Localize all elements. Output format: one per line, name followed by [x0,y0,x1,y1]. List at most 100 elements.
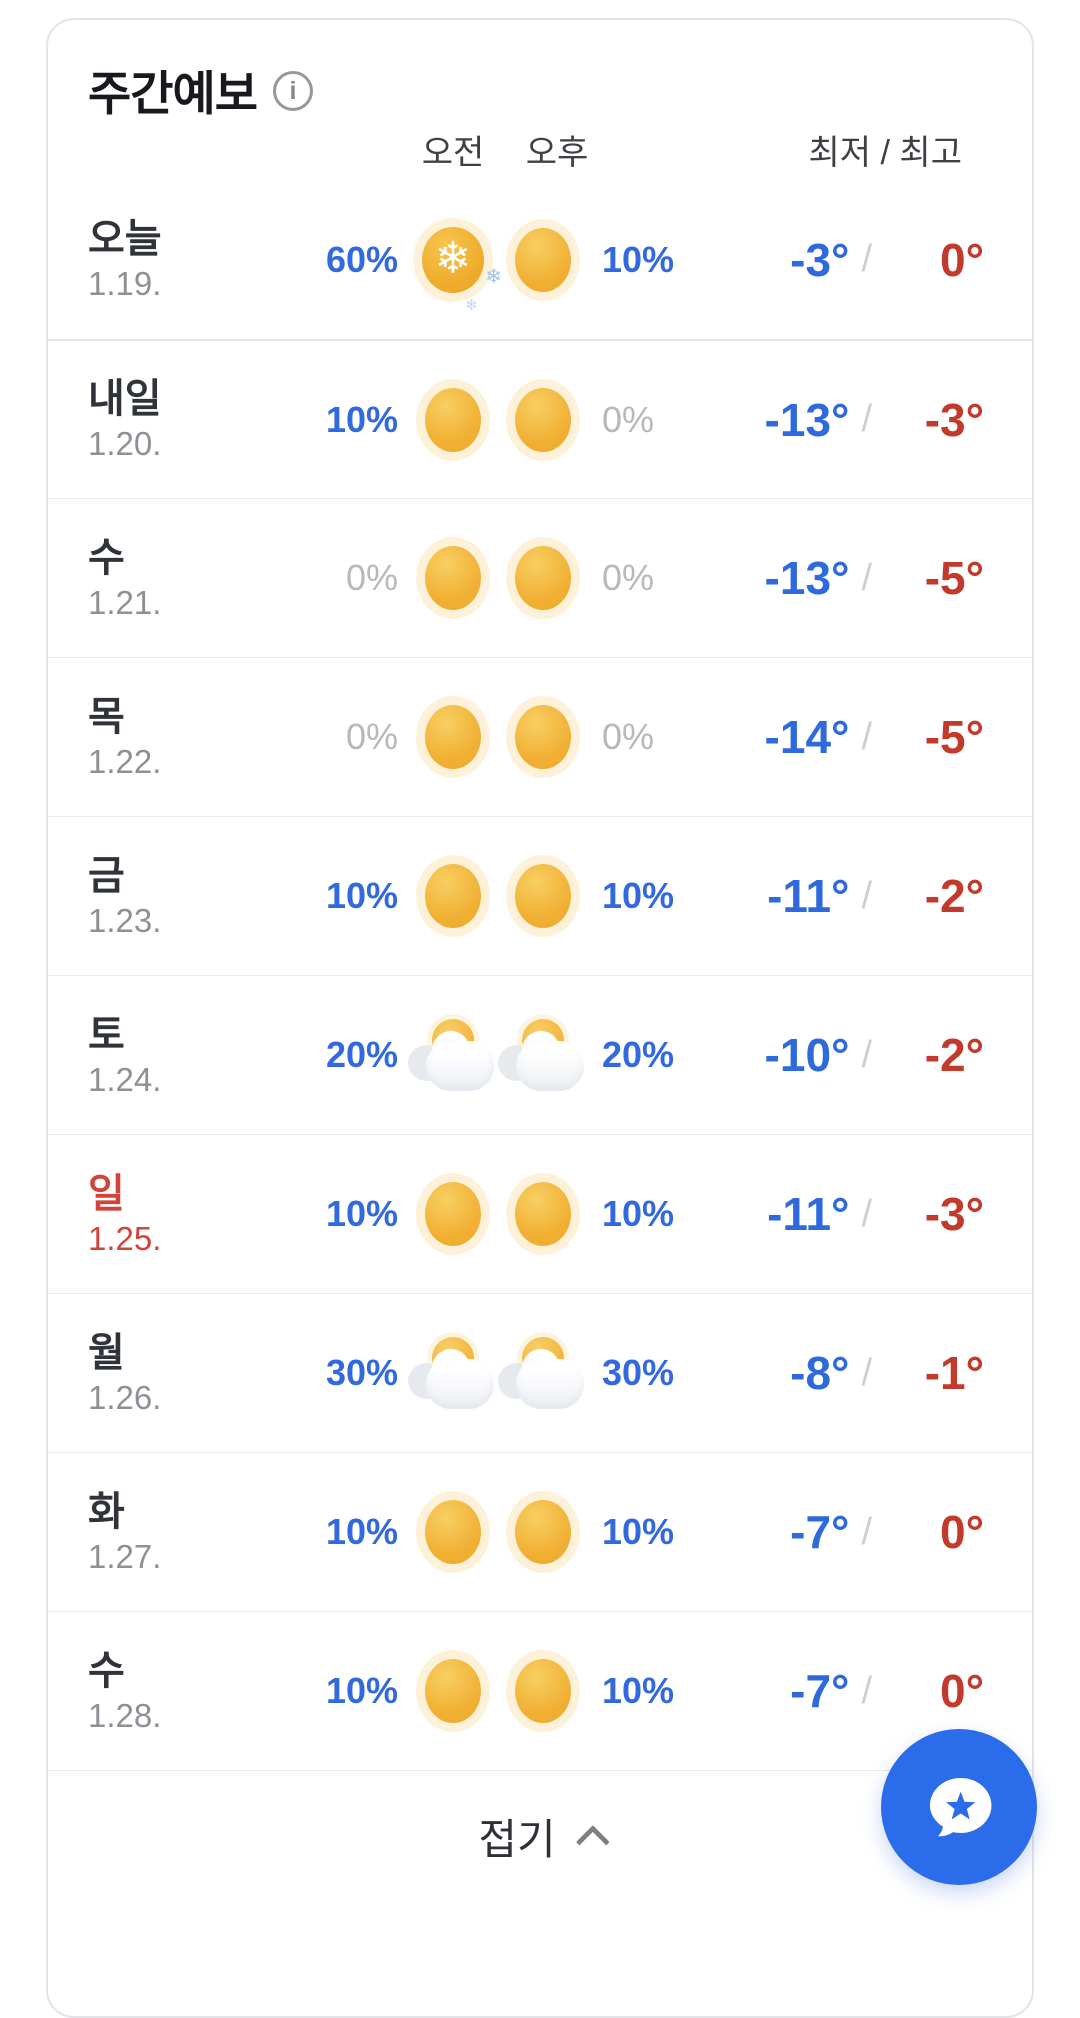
forecast-row[interactable]: 목 1.22. 0% 0% -14° / -5° [48,657,1032,816]
am-precip-percent: 10% [325,1511,398,1552]
am-icon-cell [408,546,498,610]
temp-separator: / [861,238,872,280]
am-icon-cell [408,705,498,769]
forecast-row[interactable]: 토 1.24. 20% 20% -10° / -2° [48,975,1032,1134]
pm-precip-percent: 0% [602,716,655,757]
pm-icon-cell [498,1017,588,1093]
temps-cell: -3° / 0° [721,233,984,287]
day-cell: 목 1.22. [88,697,268,778]
pm-icon-cell [498,1500,588,1564]
sun-icon [515,1182,571,1246]
cloud-front-part [516,1041,584,1091]
day-cell: 화 1.27. [88,1492,268,1573]
sun-icon [515,864,571,928]
cloud-front-part [426,1041,494,1091]
day-cell: 월 1.26. [88,1333,268,1414]
max-temp: -3° [924,393,984,446]
info-icon[interactable]: i [272,71,313,111]
day-cell: 내일 1.20. [88,379,268,460]
day-label: 토 [88,1012,125,1057]
sun-behind-cloud-icon [498,1017,588,1093]
day-date: 1.21. [88,583,162,621]
forecast-row[interactable]: 일 1.25. 10% 10% -11° / -3° [48,1134,1032,1293]
pm-precip-percent: 10% [602,875,675,916]
temps-cell: -11° / -2° [721,869,984,923]
am-precip-percent: 10% [325,1193,398,1234]
temp-separator: / [861,398,872,440]
max-temp: -1° [924,1347,984,1399]
chevron-up-icon [575,1824,610,1859]
temps-cell: -7° / 0° [721,1505,984,1559]
cloud-front-part [426,1359,494,1409]
am-precip-percent: 0% [345,716,398,757]
temp-separator: / [861,1510,872,1553]
pm-precip-percent: 10% [602,1193,675,1234]
column-header-am: 오전 [421,133,485,172]
sun-behind-cloud-icon [498,1335,588,1411]
min-temp: -13° [764,552,850,604]
sun-icon [515,1659,571,1723]
pm-icon-cell [498,705,588,769]
forecast-row[interactable]: 금 1.23. 10% 10% -11° / -2° [48,816,1032,975]
am-icon-cell [408,387,498,452]
day-label: 화 [88,1489,125,1534]
day-cell: 토 1.24. [88,1015,268,1096]
min-temp: -11° [767,1188,850,1240]
am-precip-percent: 60% [325,238,398,280]
temps-cell: -7° / 0° [721,1664,984,1718]
pm-precip-percent: 20% [602,1034,675,1075]
temp-separator: / [861,874,872,917]
snow-sun-icon: ❄ ❄ ❄ [422,226,502,313]
am-icon-cell [408,864,498,928]
min-temp: -10° [764,1029,850,1081]
pm-icon-cell [498,546,588,610]
sun-behind-cloud-icon [408,1335,498,1411]
temps-cell: -14° / -5° [721,710,984,764]
day-label: 금 [88,853,125,898]
max-temp: -3° [924,1188,984,1240]
day-cell: 금 1.23. [88,856,268,937]
pm-precip-percent: 10% [602,1670,675,1711]
day-date: 1.23. [88,901,162,939]
sun-icon [515,227,571,292]
column-header-row: 오전 오후 최저 / 최고 [48,118,1032,180]
day-date: 1.25. [88,1219,162,1257]
day-label: 일 [88,1171,125,1216]
sun-icon [425,864,481,928]
pm-icon-cell [498,1182,588,1246]
sun-icon [425,1182,481,1246]
collapse-label: 접기 [478,1816,556,1863]
am-precip-percent: 20% [325,1034,398,1075]
day-label: 수 [88,535,125,580]
pm-icon-cell [498,1335,588,1411]
temps-cell: -8° / -1° [721,1346,984,1400]
max-temp: 0° [940,1506,984,1558]
temps-cell: -13° / -3° [721,393,984,447]
pm-precip-percent: 0% [602,398,655,440]
forecast-row[interactable]: 내일 1.20. 10% 0% -13° / -3° [48,339,1032,498]
snowflake-icon: ❄ [434,233,472,283]
pm-precip-percent: 0% [602,557,655,598]
sun-icon [425,705,481,769]
temps-cell: -11° / -3° [721,1187,984,1241]
sun-icon [425,546,481,610]
temp-separator: / [861,556,872,599]
max-temp: -2° [924,870,984,922]
pm-precip-percent: 10% [602,238,675,280]
am-icon-cell [408,1500,498,1564]
chat-fab-button[interactable] [881,1729,1037,1885]
day-cell: 수 1.21. [88,538,268,619]
am-precip-percent: 10% [325,875,398,916]
forecast-row[interactable]: 화 1.27. 10% 10% -7° / 0° [48,1452,1032,1611]
temp-separator: / [861,1351,872,1394]
forecast-row[interactable]: 오늘 1.19. 60% ❄ ❄ ❄ 10% -3° / 0° [48,180,1032,339]
pm-icon-cell [498,1659,588,1723]
forecast-row[interactable]: 수 1.21. 0% 0% -13° / -5° [48,498,1032,657]
am-precip-percent: 30% [325,1352,398,1393]
forecast-row[interactable]: 월 1.26. 30% 30% -8° / -1° [48,1293,1032,1452]
am-precip-percent: 10% [325,398,398,440]
collapse-button[interactable]: 접기 [48,1770,1032,1902]
day-label: 목 [88,694,125,739]
sun-icon [425,387,481,452]
forecast-row[interactable]: 수 1.28. 10% 10% -7° / 0° [48,1611,1032,1770]
